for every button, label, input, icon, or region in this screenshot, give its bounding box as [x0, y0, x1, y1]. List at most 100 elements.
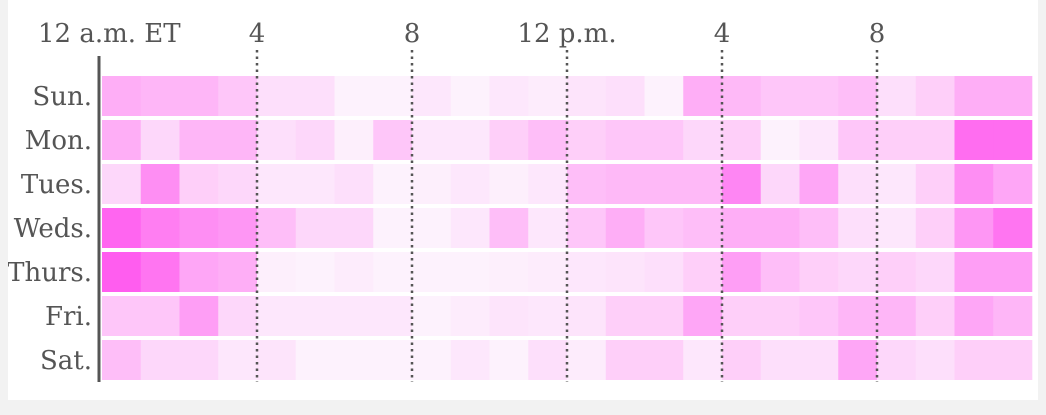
heatmap-cell	[993, 164, 1033, 204]
heatmap-cell	[528, 120, 568, 160]
heatmap-cell	[179, 340, 219, 380]
heatmap-cell	[722, 164, 762, 204]
heatmap-cell	[412, 340, 452, 380]
heatmap-cell	[450, 120, 490, 160]
heatmap-cell	[450, 76, 490, 116]
heatmap-cell	[450, 296, 490, 336]
heatmap-cell	[915, 208, 955, 248]
heatmap-cell	[567, 164, 607, 204]
heatmap-cell	[799, 120, 839, 160]
heatmap-cell	[644, 340, 684, 380]
heatmap-cell	[102, 120, 142, 160]
heatmap-cell	[683, 76, 723, 116]
heatmap-chart: Sun. Mon. Tues. Weds. Thurs. Fri. Sat. 12 a.m. …	[8, 19, 1033, 382]
heatmap-cell	[102, 76, 142, 116]
heatmap-cell	[877, 76, 917, 116]
heatmap-cell	[179, 296, 219, 336]
heatmap-cell	[373, 340, 413, 380]
heatmap-cell	[102, 252, 142, 292]
heatmap-cell	[179, 76, 219, 116]
heatmap-cell	[799, 340, 839, 380]
row-label: Fri.	[45, 302, 92, 332]
heatmap-cell	[489, 76, 529, 116]
heatmap-cell	[644, 164, 684, 204]
heatmap-cell	[605, 120, 645, 160]
heatmap-cell	[760, 252, 800, 292]
heatmap-cell	[605, 76, 645, 116]
heatmap-cell	[954, 296, 994, 336]
heatmap-cell	[605, 164, 645, 204]
heatmap-cell	[450, 164, 490, 204]
heatmap-cell	[140, 164, 180, 204]
heatmap-cell	[722, 252, 762, 292]
heatmap-cell	[683, 164, 723, 204]
heatmap-cell	[373, 164, 413, 204]
heatmap-cell	[838, 208, 878, 248]
heatmap-cell	[722, 120, 762, 160]
row-label: Thurs.	[8, 258, 92, 288]
heatmap-cell	[877, 340, 917, 380]
heatmap-cell	[605, 340, 645, 380]
heatmap-cell	[412, 164, 452, 204]
heatmap-cell	[722, 76, 762, 116]
heatmap-cell	[450, 252, 490, 292]
heatmap-cell	[218, 76, 258, 116]
heatmap-cell	[838, 252, 878, 292]
heatmap-cell	[567, 120, 607, 160]
heatmap-cell	[412, 296, 452, 336]
heatmap-cell	[915, 296, 955, 336]
heatmap-cell	[605, 208, 645, 248]
heatmap-cell	[140, 120, 180, 160]
heatmap-cell	[644, 76, 684, 116]
heatmap-cell	[179, 120, 219, 160]
heatmap-cell	[644, 120, 684, 160]
heatmap-cell	[877, 164, 917, 204]
x-tick-label: 8	[869, 19, 886, 49]
heatmap-cell	[528, 340, 568, 380]
heatmap-cell	[838, 76, 878, 116]
x-tick-label: 4	[249, 19, 266, 49]
heatmap-cell	[489, 296, 529, 336]
heatmap-cell	[528, 252, 568, 292]
heatmap-cell	[954, 252, 994, 292]
row-label: Sun.	[32, 82, 92, 112]
heatmap-cell	[799, 208, 839, 248]
heatmap-cell	[993, 120, 1033, 160]
heatmap-cell	[412, 76, 452, 116]
heatmap-cell	[993, 296, 1033, 336]
heatmap-cell	[567, 208, 607, 248]
heatmap-cell	[295, 340, 335, 380]
heatmap-cell	[373, 120, 413, 160]
heatmap-cell	[838, 164, 878, 204]
heatmap-cell	[722, 208, 762, 248]
heatmap-cell	[760, 340, 800, 380]
heatmap-cell	[334, 208, 374, 248]
heatmap-cell	[102, 340, 142, 380]
heatmap-cell	[179, 252, 219, 292]
row-label: Weds.	[14, 214, 92, 244]
heatmap-cell	[722, 296, 762, 336]
heatmap-cell	[683, 208, 723, 248]
heatmap-cell	[140, 252, 180, 292]
row-label: Mon.	[25, 126, 92, 156]
heatmap-cell	[257, 252, 297, 292]
heatmap-cell	[683, 296, 723, 336]
heatmap-cell	[218, 120, 258, 160]
heatmap-cell	[295, 208, 335, 248]
heatmap-cell	[179, 164, 219, 204]
heatmap-cell	[954, 164, 994, 204]
heatmap-cell	[567, 296, 607, 336]
heatmap-cell	[722, 340, 762, 380]
heatmap-cell	[295, 164, 335, 204]
heatmap-cell	[257, 296, 297, 336]
x-tick-label: 4	[714, 19, 731, 49]
heatmap-cell	[334, 164, 374, 204]
heatmap-cell	[644, 208, 684, 248]
heatmap-cell	[257, 76, 297, 116]
heatmap-cell	[838, 296, 878, 336]
chart-card: Sun. Mon. Tues. Weds. Thurs. Fri. Sat. 12 a.m. …	[8, 0, 1038, 400]
heatmap-cell	[334, 252, 374, 292]
heatmap-cell	[644, 296, 684, 336]
heatmap-cell	[760, 120, 800, 160]
heatmap-cell	[760, 164, 800, 204]
